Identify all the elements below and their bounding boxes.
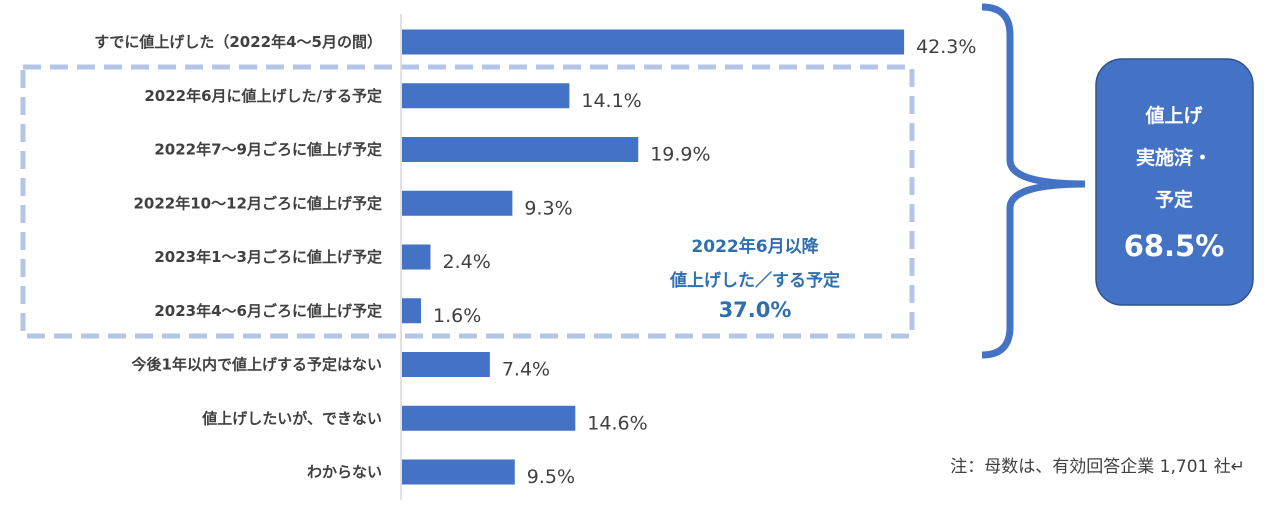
bar bbox=[402, 137, 639, 162]
bar bbox=[402, 298, 421, 324]
footnote: 注：母数は、有効回答企業 1,701 社↵ bbox=[950, 457, 1245, 477]
group-annotation-line2: 値上げした／する予定 bbox=[669, 270, 840, 291]
category-label: すでに値上げした（2022年4～5月の間） bbox=[94, 33, 382, 51]
brace bbox=[981, 3, 1086, 359]
bar bbox=[402, 405, 576, 431]
callout-box bbox=[1095, 58, 1254, 306]
category-label: 2022年6月に値上げした/する予定 bbox=[144, 87, 382, 105]
data-label: 19.9% bbox=[650, 144, 710, 166]
data-label: 42.3% bbox=[916, 36, 976, 58]
group-annotation-value: 37.0% bbox=[719, 298, 792, 322]
group-annotation-line1: 2022年6月以降 bbox=[691, 236, 819, 257]
callout-value: 68.5% bbox=[1124, 229, 1225, 263]
category-label: 値上げしたいが、できない bbox=[201, 409, 382, 427]
bar bbox=[402, 190, 513, 216]
category-label: 2022年7～9月ごろに値上げ予定 bbox=[154, 141, 382, 159]
group-box-dashed bbox=[20, 64, 915, 339]
bar bbox=[402, 352, 490, 377]
category-label: 今後1年以内で値上げする予定はない bbox=[131, 356, 382, 374]
data-label: 9.3% bbox=[524, 197, 572, 219]
bar bbox=[402, 459, 515, 485]
category-label: わからない bbox=[307, 463, 382, 481]
category-label: 2023年4～6月ごろに値上げ予定 bbox=[154, 302, 382, 320]
data-label: 2.4% bbox=[442, 251, 490, 273]
callout-line1: 値上げ bbox=[1144, 105, 1203, 127]
bar bbox=[402, 244, 431, 270]
category-label: 2023年1～3月ごろに値上げ予定 bbox=[154, 248, 382, 266]
category-label: 2022年10～12月ごろに値上げ予定 bbox=[134, 194, 383, 212]
data-label: 14.1% bbox=[581, 90, 641, 112]
bar bbox=[402, 29, 905, 55]
data-label: 14.6% bbox=[587, 412, 647, 434]
callout-line2: 実施済・ bbox=[1136, 146, 1212, 169]
data-label: 7.4% bbox=[502, 359, 550, 381]
data-label: 1.6% bbox=[433, 305, 481, 327]
callout-line3: 予定 bbox=[1155, 188, 1193, 211]
bar bbox=[402, 83, 570, 109]
data-label: 9.5% bbox=[527, 466, 575, 488]
